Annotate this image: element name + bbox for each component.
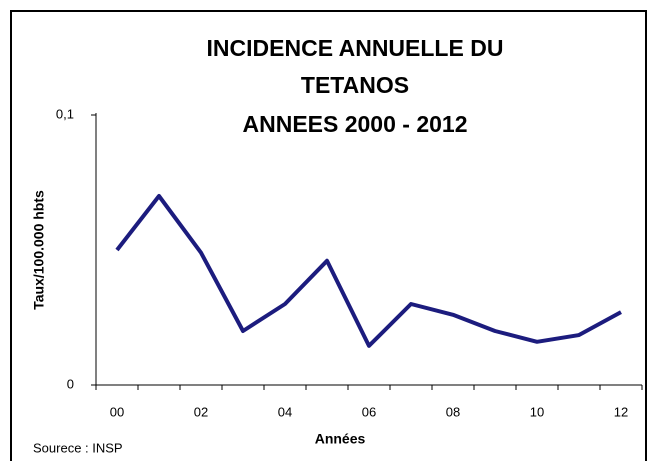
- chart-title: ANNEES 2000 - 2012: [242, 111, 467, 137]
- x-tick-label: 02: [194, 404, 208, 419]
- y-tick-label: 0: [67, 376, 74, 391]
- x-tick-label: 04: [278, 404, 292, 419]
- chart-title: INCIDENCE ANNUELLE DU: [207, 35, 504, 61]
- x-tick-label: 10: [530, 404, 544, 419]
- y-tick-label: 0,1: [56, 106, 74, 121]
- x-axis-label: Années: [315, 431, 366, 447]
- data-line: [115, 194, 622, 348]
- x-tick-label: 12: [614, 404, 628, 419]
- x-tick-label: 00: [110, 404, 124, 419]
- x-tick-label: 06: [362, 404, 376, 419]
- x-tick-label: 08: [446, 404, 460, 419]
- y-axis-label: Taux/100.000 hbts: [31, 190, 47, 310]
- chart-border: [10, 10, 647, 461]
- source-note: Sourece : INSP: [33, 440, 123, 455]
- chart-title: TETANOS: [301, 72, 409, 98]
